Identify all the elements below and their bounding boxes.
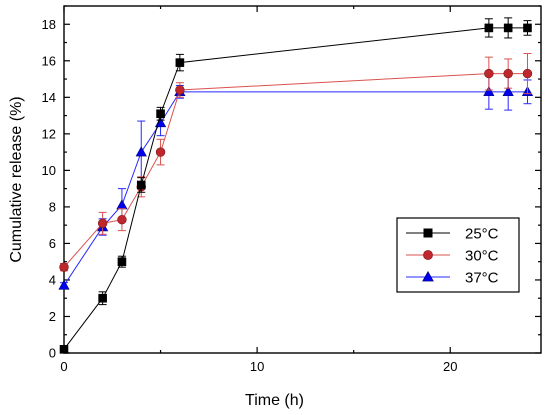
data-point-30c — [97, 218, 108, 229]
data-point-25c — [484, 23, 494, 33]
axes: 0 2 4 6 8 10 12 14 16 18 0 10 20 Time (h) Cumulative r… — [8, 5, 542, 409]
legend-marker-30c — [423, 250, 433, 260]
series-line-25c — [63, 27, 528, 350]
data-point-30c — [155, 147, 166, 157]
data-point-30c — [503, 68, 513, 79]
y-tick-label: 8 — [49, 199, 56, 214]
x-tick-label: 20 — [443, 359, 457, 374]
legend-label: 25°C — [465, 226, 499, 243]
y-tick-label: 10 — [42, 163, 56, 178]
data-point-37c — [483, 86, 495, 97]
x-axis-title: Time (h) — [245, 392, 304, 409]
y-tick-label: 16 — [42, 53, 56, 68]
data-point-30c — [175, 85, 185, 95]
x-tick-label: 0 — [60, 359, 67, 374]
data-point-25c — [136, 180, 146, 190]
data-point-25c — [175, 58, 185, 67]
legend-item-25c: 25°C — [406, 226, 499, 243]
y-axis-title: Cumulative release (%) — [8, 96, 25, 262]
y-tick-label: 14 — [42, 90, 56, 105]
data-point-37c — [135, 146, 147, 157]
legend: 25°C 30°C 37°C — [396, 217, 520, 293]
data-point-25c — [98, 293, 107, 303]
legend-item-37c: 37°C — [406, 270, 499, 287]
legend-item-30c: 30°C — [406, 248, 499, 265]
y-tick-label: 0 — [49, 346, 56, 361]
data-point-25c — [503, 23, 513, 33]
plot-frame — [63, 5, 542, 354]
y-tick-label: 6 — [49, 236, 56, 251]
data-point-37c — [116, 199, 128, 210]
data-point-25c — [117, 257, 127, 266]
data-point-25c — [156, 109, 165, 119]
data-point-30c — [522, 68, 533, 79]
legend-label: 37°C — [465, 270, 499, 287]
data-point-30c — [484, 68, 494, 79]
series-25c — [59, 17, 532, 354]
data-point-37c — [58, 279, 70, 290]
y-tick-label: 2 — [49, 309, 56, 324]
legend-marker-25c — [423, 228, 433, 238]
series-group — [58, 17, 534, 354]
y-tick-label: 18 — [42, 17, 56, 32]
x-tick-label: 10 — [250, 359, 264, 374]
legend-label: 30°C — [465, 248, 499, 265]
legend-marker-37c — [422, 270, 434, 282]
y-tick-label: 4 — [49, 272, 56, 287]
series-30c — [59, 52, 533, 272]
data-point-25c — [523, 23, 532, 33]
legend-box — [396, 217, 520, 293]
data-point-30c — [59, 262, 69, 272]
y-tick-label: 12 — [42, 126, 56, 141]
data-point-30c — [117, 214, 127, 225]
data-point-25c — [59, 345, 69, 354]
data-point-37c — [502, 86, 514, 97]
